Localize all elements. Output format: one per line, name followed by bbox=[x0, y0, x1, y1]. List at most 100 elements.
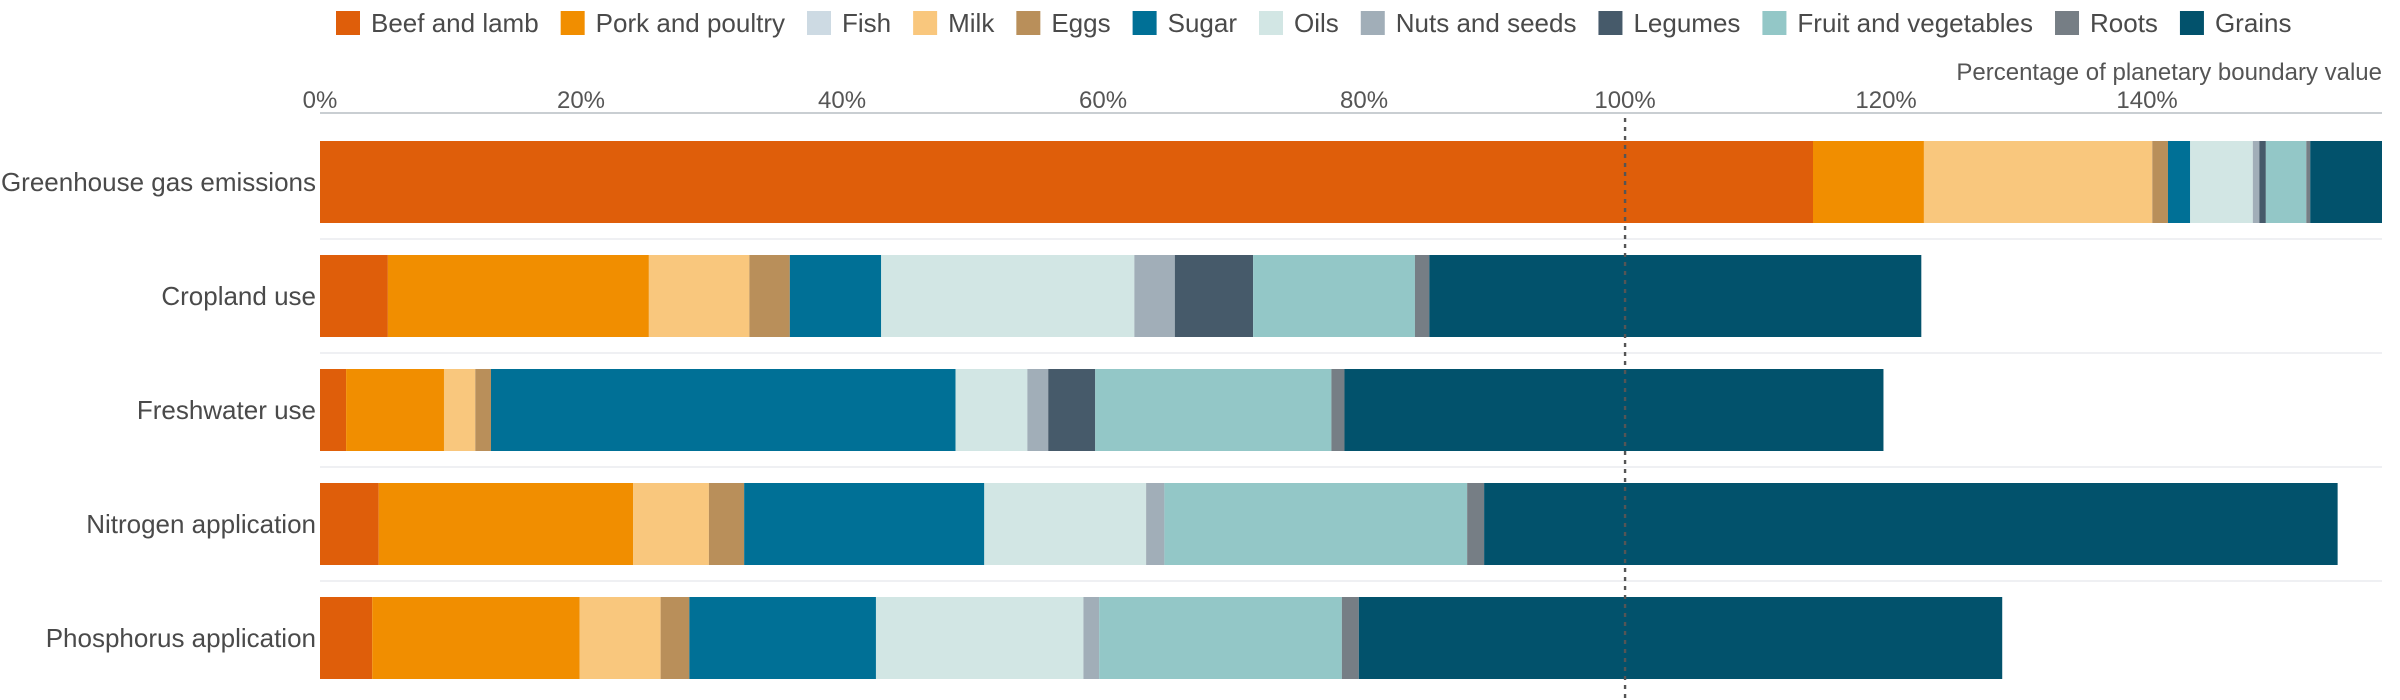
legend-label: Fruit and vegetables bbox=[1797, 8, 2033, 38]
legend-item-fish[interactable]: Fish bbox=[807, 8, 891, 38]
bar-segment-roots[interactable] bbox=[1467, 483, 1485, 565]
legend-label: Grains bbox=[2215, 8, 2292, 38]
bar-segment-pork-and-poultry[interactable] bbox=[1812, 141, 1924, 223]
bar-segment-eggs[interactable] bbox=[749, 255, 790, 337]
bar-segment-sugar[interactable] bbox=[744, 483, 985, 565]
bar-segment-beef-and-lamb[interactable] bbox=[320, 483, 379, 565]
bar-segment-roots[interactable] bbox=[1331, 369, 1345, 451]
bar-segment-oils[interactable] bbox=[875, 597, 1084, 679]
bar-segment-grains[interactable] bbox=[2310, 141, 2382, 223]
bar-segment-milk[interactable] bbox=[579, 597, 661, 679]
bar-segment-eggs[interactable] bbox=[2152, 141, 2168, 223]
category-label-cropland-use: Cropland use bbox=[161, 281, 316, 311]
legend-swatch bbox=[1598, 11, 1623, 35]
bar-segment-legumes[interactable] bbox=[1048, 369, 1096, 451]
bar-segment-fruit-and-vegetables[interactable] bbox=[1095, 369, 1332, 451]
legend-label: Oils bbox=[1294, 8, 1339, 38]
bar-segment-fruit-and-vegetables[interactable] bbox=[1253, 255, 1415, 337]
legend-item-nuts-and-seeds[interactable]: Nuts and seeds bbox=[1360, 8, 1577, 38]
x-axis-ticks: 0% 20% 40% 60% 80% 100% 120% 140% bbox=[303, 87, 2178, 114]
bar-segment-milk[interactable] bbox=[1923, 141, 2153, 223]
legend-item-sugar[interactable]: Sugar bbox=[1132, 8, 1238, 38]
legend-swatch bbox=[2179, 11, 2204, 35]
bar-segment-beef-and-lamb[interactable] bbox=[320, 597, 373, 679]
bar-segment-nuts-and-seeds[interactable] bbox=[1027, 369, 1049, 451]
bar-segment-fruit-and-vegetables[interactable] bbox=[2265, 141, 2307, 223]
category-label-nitrogen-application: Nitrogen application bbox=[86, 509, 316, 539]
legend-item-eggs[interactable]: Eggs bbox=[1016, 8, 1111, 38]
x-tick-label: 0% bbox=[303, 87, 338, 114]
bar-segment-nuts-and-seeds[interactable] bbox=[1134, 255, 1175, 337]
bar-segment-oils[interactable] bbox=[984, 483, 1147, 565]
legend-label: Legumes bbox=[1633, 8, 1740, 38]
bar-segment-milk[interactable] bbox=[633, 483, 709, 565]
bars bbox=[320, 141, 2382, 679]
legend-swatch bbox=[1259, 11, 1283, 35]
category-label-greenhouse-gas-emissions: Greenhouse gas emissions bbox=[1, 167, 316, 197]
category-label-phosphorus-application: Phosphorus application bbox=[46, 623, 316, 653]
bar-segment-beef-and-lamb[interactable] bbox=[320, 369, 347, 451]
bar-group-nitrogen-application bbox=[320, 483, 2338, 565]
legend-swatch bbox=[1132, 11, 1157, 35]
bar-segment-beef-and-lamb[interactable] bbox=[320, 141, 1813, 223]
legend-item-milk[interactable]: Milk bbox=[913, 8, 995, 38]
bar-segment-sugar[interactable] bbox=[2167, 141, 2191, 223]
bar-segment-oils[interactable] bbox=[955, 369, 1028, 451]
bar-segment-oils[interactable] bbox=[2190, 141, 2253, 223]
x-axis-title: Percentage of planetary boundary value bbox=[1956, 59, 2382, 86]
x-tick-label: 40% bbox=[818, 87, 866, 114]
bar-segment-legumes[interactable] bbox=[2259, 141, 2266, 223]
bar-segment-legumes[interactable] bbox=[1174, 255, 1254, 337]
legend-swatch bbox=[336, 11, 360, 35]
legend-item-pork-and-poultry[interactable]: Pork and poultry bbox=[560, 8, 785, 38]
bar-segment-milk[interactable] bbox=[648, 255, 750, 337]
legend-item-roots[interactable]: Roots bbox=[2055, 8, 2158, 38]
legend-label: Eggs bbox=[1051, 8, 1110, 38]
legend-swatch bbox=[1360, 11, 1385, 35]
bar-segment-pork-and-poultry[interactable] bbox=[346, 369, 444, 451]
bar-segment-fruit-and-vegetables[interactable] bbox=[1164, 483, 1468, 565]
x-tick-label: 80% bbox=[1340, 87, 1388, 114]
bar-group-greenhouse-gas-emissions bbox=[320, 141, 2382, 223]
legend-item-legumes[interactable]: Legumes bbox=[1598, 8, 1740, 38]
bar-segment-sugar[interactable] bbox=[689, 597, 876, 679]
bar-segment-pork-and-poultry[interactable] bbox=[372, 597, 580, 679]
legend-label: Beef and lamb bbox=[371, 8, 539, 38]
bar-segment-nuts-and-seeds[interactable] bbox=[2252, 141, 2260, 223]
legend-label: Milk bbox=[948, 8, 995, 38]
legend-swatch bbox=[913, 11, 938, 35]
bar-segment-grains[interactable] bbox=[1429, 255, 1922, 337]
bar-segment-pork-and-poultry[interactable] bbox=[387, 255, 649, 337]
legend-item-fruit-and-vegetables[interactable]: Fruit and vegetables bbox=[1762, 8, 2033, 38]
bar-segment-eggs[interactable] bbox=[708, 483, 745, 565]
bar-segment-nuts-and-seeds[interactable] bbox=[1146, 483, 1165, 565]
bar-segment-sugar[interactable] bbox=[789, 255, 882, 337]
category-labels: Greenhouse gas emissions Cropland use Fres… bbox=[1, 167, 316, 653]
legend-swatch bbox=[1016, 11, 1041, 35]
legend-label: Nuts and seeds bbox=[1396, 8, 1577, 38]
bar-segment-roots[interactable] bbox=[2306, 141, 2311, 223]
x-tick-label: 20% bbox=[557, 87, 605, 114]
bar-segment-eggs[interactable] bbox=[660, 597, 690, 679]
bar-segment-roots[interactable] bbox=[1414, 255, 1430, 337]
bar-segment-grains[interactable] bbox=[1344, 369, 1884, 451]
legend-item-grains[interactable]: Grains bbox=[2179, 8, 2292, 38]
legend-item-beef-and-lamb[interactable]: Beef and lamb bbox=[336, 8, 539, 38]
bar-group-cropland-use bbox=[320, 255, 1922, 337]
bar-segment-milk[interactable] bbox=[443, 369, 476, 451]
bar-segment-oils[interactable] bbox=[881, 255, 1135, 337]
legend-item-oils[interactable]: Oils bbox=[1259, 8, 1339, 38]
bar-segment-eggs[interactable] bbox=[475, 369, 491, 451]
bar-segment-grains[interactable] bbox=[1358, 597, 2003, 679]
bar-segment-grains[interactable] bbox=[1484, 483, 2338, 565]
bar-segment-roots[interactable] bbox=[1341, 597, 1359, 679]
bar-segment-pork-and-poultry[interactable] bbox=[378, 483, 634, 565]
legend-label: Roots bbox=[2090, 8, 2158, 38]
legend-label: Fish bbox=[842, 8, 891, 38]
bar-segment-sugar[interactable] bbox=[490, 369, 956, 451]
bar-segment-fruit-and-vegetables[interactable] bbox=[1099, 597, 1342, 679]
bar-segment-nuts-and-seeds[interactable] bbox=[1083, 597, 1100, 679]
bar-segment-beef-and-lamb[interactable] bbox=[320, 255, 388, 337]
